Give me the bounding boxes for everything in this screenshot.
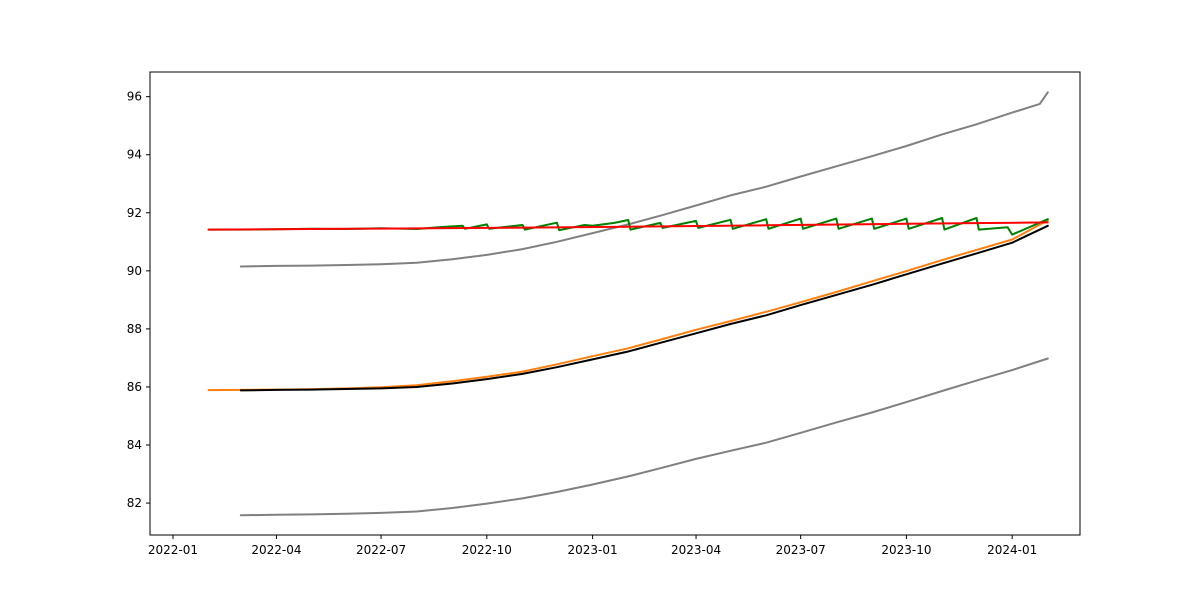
x-tick-label: 2023-04 xyxy=(671,543,721,557)
x-tick-label: 2023-07 xyxy=(776,543,826,557)
y-tick-label: 88 xyxy=(127,322,142,336)
y-axis: 82 84 86 88 90 92 94 96 xyxy=(127,90,150,510)
x-tick-label: 2022-07 xyxy=(356,543,406,557)
x-tick-label: 2023-01 xyxy=(568,543,618,557)
plot-series xyxy=(207,91,1049,517)
x-tick-label: 2022-10 xyxy=(462,543,512,557)
series-line-6 xyxy=(207,221,1049,231)
y-tick-label: 82 xyxy=(127,496,142,510)
series-line-4 xyxy=(239,224,1049,392)
series-line-3 xyxy=(207,219,1049,392)
y-tick-label: 86 xyxy=(127,380,142,394)
y-tick-label: 96 xyxy=(127,90,142,104)
y-tick-label: 94 xyxy=(127,148,142,162)
x-tick-label: 2022-04 xyxy=(251,543,301,557)
y-tick-label: 92 xyxy=(127,206,142,220)
x-tick-label: 2022-01 xyxy=(148,543,198,557)
x-tick-label: 2023-10 xyxy=(881,543,931,557)
x-axis: 2022-01 2022-04 2022-07 2022-10 2023-01 2023-… xyxy=(148,535,1037,557)
plot-frame xyxy=(149,71,1081,536)
x-tick-label: 2024-01 xyxy=(987,543,1037,557)
series-line-2 xyxy=(239,357,1049,517)
series-line-1 xyxy=(239,91,1049,268)
y-tick-label: 90 xyxy=(127,264,142,278)
y-tick-label: 84 xyxy=(127,438,142,452)
